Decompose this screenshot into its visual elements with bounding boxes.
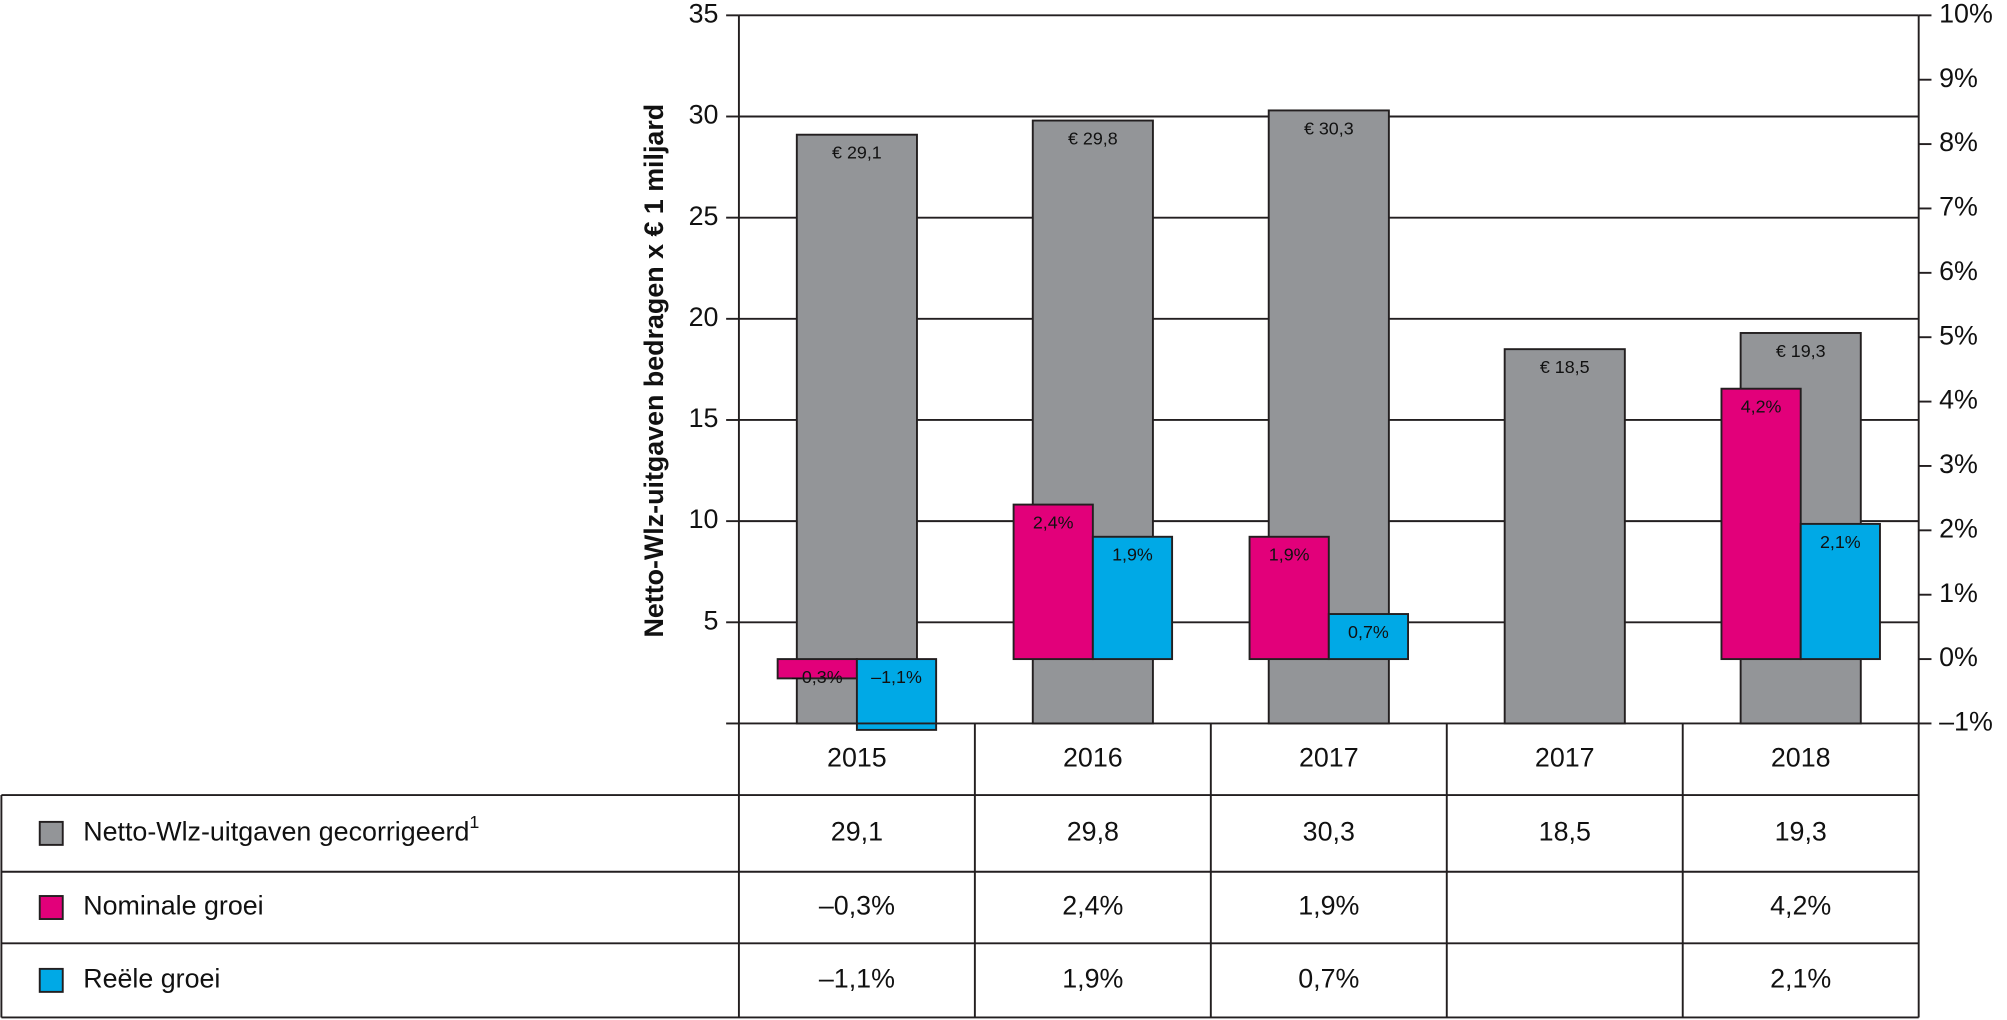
value-label: 2,4% (1033, 512, 1074, 532)
bar (1720, 387, 1802, 661)
y2-tick-label: 0% (1939, 642, 1978, 672)
table-cell: –1,1% (819, 963, 895, 993)
y2-tick-label: 10% (1939, 0, 1993, 28)
bar (1327, 613, 1410, 661)
value-label: 4,2% (1741, 397, 1782, 417)
y-tick-label: 35 (689, 0, 719, 28)
x-tick-label: 2017 (1299, 742, 1359, 772)
y-tick-label: 5 (704, 605, 719, 635)
legend-swatch (38, 820, 64, 846)
table-cell: 29,8 (1067, 816, 1119, 846)
bar (1799, 522, 1881, 661)
value-label: 2,1% (1820, 532, 1861, 552)
y-tick-label: 15 (689, 403, 719, 433)
legend-label: Nominale groei (83, 891, 263, 921)
value-label: € 29,1 (832, 143, 882, 163)
x-tick-label: 2016 (1063, 742, 1123, 772)
bar (855, 658, 938, 731)
value-label: € 19,3 (1776, 341, 1826, 361)
bar (1091, 535, 1174, 661)
table-cell: 18,5 (1539, 816, 1591, 846)
bar (1012, 503, 1094, 661)
value-label: 1,9% (1269, 545, 1310, 565)
bar (1248, 535, 1330, 661)
x-tick-label: 2017 (1535, 742, 1595, 772)
y2-tick-label: –1% (1939, 707, 1993, 737)
table-cell: 30,3 (1303, 816, 1355, 846)
table-cell: 0,7% (1298, 963, 1359, 993)
table-cell: 2,4% (1062, 891, 1123, 921)
table-cell: 19,3 (1775, 816, 1827, 846)
legend-swatch (38, 967, 64, 993)
table-cell: –0,3% (819, 891, 895, 921)
y2-tick-label: 8% (1939, 127, 1978, 157)
y2-tick-label: 7% (1939, 192, 1978, 222)
legend-label: Reële groei (83, 963, 220, 993)
legend-text: Netto-Wlz-uitgaven gecorrigeerd (83, 816, 469, 846)
y-tick-label: 30 (689, 100, 719, 130)
legend-superscript: 1 (469, 812, 479, 832)
table-cell: 2,1% (1770, 963, 1831, 993)
bar (795, 133, 918, 725)
value-label: 0,7% (1348, 622, 1389, 642)
y-tick-label: 20 (689, 302, 719, 332)
y-axis-title: Netto-Wlz-uitgaven bedragen x € 1 miljar… (639, 104, 669, 638)
y-tick-label: 25 (689, 201, 719, 231)
legend-text: Reële groei (83, 963, 220, 993)
y2-tick-label: 5% (1939, 320, 1978, 350)
value-label: € 30,3 (1304, 118, 1354, 138)
value-label: € 18,5 (1540, 357, 1590, 377)
y2-tick-label: 6% (1939, 256, 1978, 286)
table-cell: 1,9% (1298, 891, 1359, 921)
legend-label: Netto-Wlz-uitgaven gecorrigeerd1 (83, 812, 479, 847)
value-label: –1,1% (871, 667, 922, 687)
y2-tick-label: 3% (1939, 449, 1978, 479)
value-label: € 29,8 (1068, 128, 1118, 148)
y2-tick-label: 9% (1939, 63, 1978, 93)
y2-tick-label: 2% (1939, 513, 1978, 543)
y2-tick-label: 1% (1939, 578, 1978, 608)
x-tick-label: 2018 (1771, 742, 1831, 772)
y-tick-label: 10 (689, 504, 719, 534)
legend-text: Nominale groei (83, 891, 263, 921)
value-label: –0,3% (792, 667, 843, 687)
bar (1503, 348, 1626, 725)
y2-tick-label: 4% (1939, 385, 1978, 415)
x-tick-label: 2015 (827, 742, 887, 772)
legend-swatch (38, 895, 64, 920)
table-cell: 1,9% (1062, 963, 1123, 993)
table-cell: 4,2% (1770, 891, 1831, 921)
table-cell: 29,1 (831, 816, 883, 846)
value-label: 1,9% (1112, 545, 1153, 565)
